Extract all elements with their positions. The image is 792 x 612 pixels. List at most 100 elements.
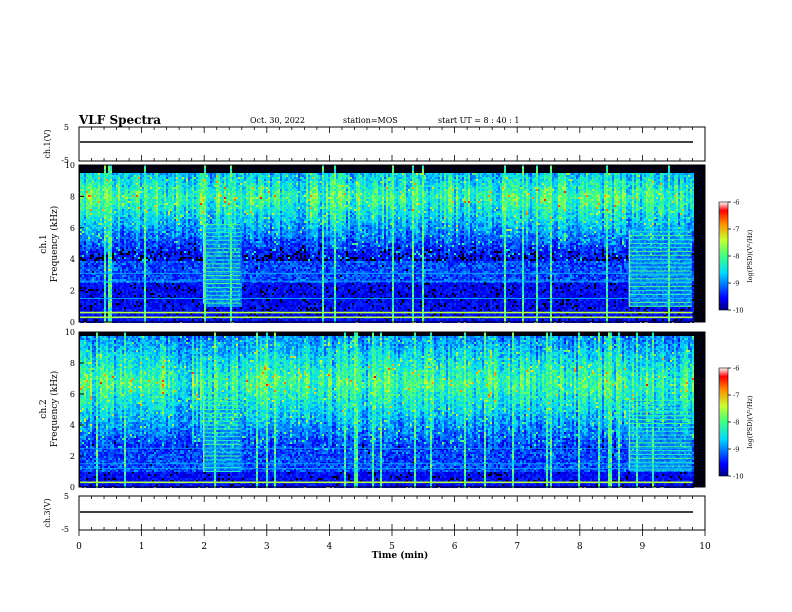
ch1-spectrogram-cell — [200, 209, 202, 211]
ch1-spectrogram-cell — [92, 249, 94, 251]
ch1-spectrogram-cell — [208, 189, 210, 191]
ch1-spectrogram-cell — [154, 209, 156, 211]
ch1-spectrogram-cell — [114, 199, 116, 201]
ch1-spectrogram-cell — [172, 253, 174, 255]
ch1-spectrogram-cell — [116, 215, 118, 217]
ch1-spectrogram-cell — [94, 269, 96, 271]
ch1-spectrogram-cell — [132, 265, 134, 267]
ch1-spectrogram-cell — [132, 185, 134, 187]
ch1-spectrogram-cell — [126, 221, 128, 223]
ch1-spectrogram-cell — [184, 253, 186, 255]
ch1-spectrogram-cell — [88, 191, 90, 193]
ch1-spectrogram-cell — [156, 203, 158, 205]
ch1-spectrogram-cell — [146, 303, 148, 305]
ch1-spectrogram-cell — [104, 271, 106, 273]
ch1-spectrogram-cell — [114, 303, 116, 305]
ch1-spectrogram-cell — [90, 225, 92, 227]
ch1-spectrogram-cell — [178, 183, 180, 185]
ch1-spectrogram-cell — [150, 203, 152, 205]
ch1-spectrogram-cell — [200, 277, 202, 279]
ch1-spectrogram-cell — [206, 201, 208, 203]
ch1-spectrogram-cell — [178, 289, 180, 291]
ch1-spectrogram-cell — [106, 187, 108, 189]
ch1-spectrogram-cell — [98, 197, 100, 199]
ch1-spectrogram-cell — [212, 319, 214, 321]
ch1-spectrogram-cell — [212, 175, 214, 177]
ch1-spectrogram-cell — [106, 291, 108, 293]
ch1-spectrogram-cell — [90, 199, 92, 201]
ch1-spectrogram-cell — [142, 187, 144, 189]
ch1-spectrogram-cell — [200, 275, 202, 277]
ch1-spectrogram-cell — [214, 187, 216, 189]
ch1-spectrogram-cell — [118, 257, 120, 259]
ch1-spectrogram-cell — [80, 303, 82, 305]
ch1-spectrogram-cell — [116, 319, 118, 321]
ch1-spectrogram-cell — [166, 303, 168, 305]
ch1-spectrogram-cell — [150, 199, 152, 201]
ch1-spectrogram-cell — [148, 207, 150, 209]
ch1-spectrogram-cell — [210, 291, 212, 293]
ch1-spectrogram-cell — [98, 201, 100, 203]
ch1-spectrogram-cell — [88, 209, 90, 211]
ch1-spectrogram-cell — [120, 173, 122, 175]
ch1-spectrogram-cell — [148, 271, 150, 273]
ch1-spectrogram-cell — [104, 245, 106, 247]
ch1-spectrogram-cell — [112, 235, 114, 237]
ch1-spectrogram-cell — [120, 265, 122, 267]
ch1-spectrogram-cell — [192, 275, 194, 277]
ch1-spectrogram-cell — [206, 185, 208, 187]
ch1-spectrogram-cell — [140, 231, 142, 233]
ch1-spectrogram-cell — [168, 227, 170, 229]
ch1-spectrogram-cell — [196, 201, 198, 203]
ch1-spectrogram-cell — [98, 297, 100, 299]
ch1-spectrogram-cell — [132, 183, 134, 185]
ch1-spectrogram-cell — [102, 183, 104, 185]
ch1-spectrogram-cell — [86, 251, 88, 253]
ch1-spectrogram-cell — [194, 295, 196, 297]
ch1-spectrogram-cell — [182, 245, 184, 247]
ch1-spectrogram-cell — [124, 277, 126, 279]
ch1-spectrogram-cell — [168, 281, 170, 283]
ch1-spectrogram-cell — [126, 287, 128, 289]
ch1-spectrogram-cell — [176, 277, 178, 279]
ch1-spectrogram-cell — [154, 305, 156, 307]
ch1-spectrogram-cell — [88, 203, 90, 205]
ch1-spectrogram-cell — [138, 185, 140, 187]
ch1-spectrogram-cell — [202, 217, 204, 219]
ch1-spectrogram-cell — [158, 301, 160, 303]
ch1-spectrogram-cell — [96, 205, 98, 207]
ch1-spectrogram-cell — [134, 203, 136, 205]
ch1-spectrogram-cell — [190, 281, 192, 283]
ch1-spectrogram-cell — [134, 189, 136, 191]
ch1-spectrogram-cell — [104, 227, 106, 229]
ch1-spectrogram-cell — [158, 227, 160, 229]
ch1-spectrogram-cell — [128, 299, 130, 301]
ch1-spectrogram-cell — [116, 247, 118, 249]
ch1-spectrogram-cell — [212, 193, 214, 195]
ch1-spectrogram-cell — [140, 187, 142, 189]
ch1-spectrogram-cell — [158, 183, 160, 185]
ch1-spectrogram-cell — [138, 239, 140, 241]
ch1-spectrogram-cell — [84, 175, 86, 177]
ch1-spectrogram-cell — [204, 167, 206, 169]
ch1-spectrogram-cell — [200, 245, 202, 247]
ch1-spectrogram-cell — [150, 307, 152, 309]
ch1-spectrogram-cell — [92, 241, 94, 243]
ch1-spectrogram-cell — [150, 299, 152, 301]
ch1-spectrogram-cell — [198, 305, 200, 307]
ch1-spectrogram-cell — [116, 271, 118, 273]
ch1-spectrogram-cell — [92, 265, 94, 267]
ch1-spectrogram-cell — [162, 307, 164, 309]
ch1-spectrogram-cell — [162, 319, 164, 321]
ch1-spectrogram-cell — [142, 241, 144, 243]
ch1-spectrogram-cell — [124, 267, 126, 269]
ch1-spectrogram-cell — [194, 303, 196, 305]
ch1-spectrogram-cell — [150, 243, 152, 245]
ch1-spectrogram-cell — [126, 273, 128, 275]
ch1-spectrogram-cell — [114, 181, 116, 183]
ch1-spectrogram-cell — [164, 259, 166, 261]
ch1-spectrogram-cell — [170, 255, 172, 257]
ch1-spectrogram-cell — [104, 221, 106, 223]
ch1-spectrogram-cell — [96, 223, 98, 225]
ch1-spectrogram-cell — [196, 265, 198, 267]
